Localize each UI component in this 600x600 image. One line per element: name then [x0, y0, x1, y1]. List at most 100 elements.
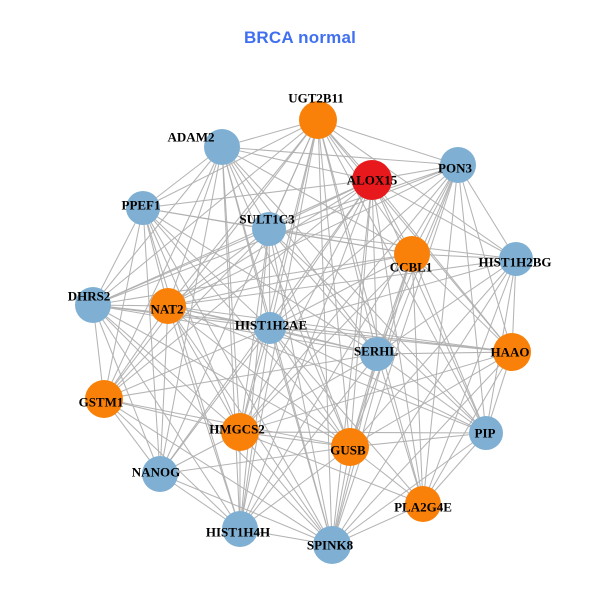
network-edge	[457, 164, 487, 434]
network-edge	[221, 146, 378, 355]
network-edge	[269, 327, 487, 434]
network-edge	[349, 432, 487, 448]
network-edge	[142, 207, 161, 475]
node-label: HMGCS2	[209, 422, 265, 437]
node-circle[interactable]	[313, 526, 351, 564]
network-edge	[92, 304, 351, 448]
network-edge	[376, 353, 487, 434]
network-node-ppef1[interactable]: PPEF1	[122, 191, 161, 225]
network-node-nanog[interactable]: NANOG	[132, 456, 180, 492]
network-node-gusb[interactable]: GUSB	[330, 428, 369, 466]
node-circle[interactable]	[469, 416, 503, 450]
network-edge	[92, 304, 241, 433]
network-edge	[92, 119, 319, 306]
network-node-hist1h2bg[interactable]: HIST1H2BG	[479, 242, 552, 276]
node-circle[interactable]	[126, 191, 160, 225]
network-edge	[159, 446, 351, 475]
network-edge	[167, 305, 351, 448]
network-edge	[269, 164, 459, 329]
node-circle[interactable]	[75, 287, 111, 323]
network-node-hmgcs2[interactable]: HMGCS2	[209, 413, 265, 451]
network-edge	[376, 351, 513, 355]
network-node-alox15[interactable]: ALOX15	[347, 160, 398, 200]
network-node-spink8[interactable]: SPINK8	[307, 526, 354, 564]
network-node-ugt2b11[interactable]: UGT2B11	[288, 91, 344, 140]
node-label: GSTM1	[79, 395, 124, 410]
network-edge	[422, 351, 513, 505]
node-circle[interactable]	[142, 456, 178, 492]
network-node-gstm1[interactable]: GSTM1	[79, 380, 124, 418]
node-circle[interactable]	[85, 380, 123, 418]
network-node-sult1c3[interactable]: SULT1C3	[239, 212, 295, 247]
network-node-haao[interactable]: HAAO	[491, 333, 532, 371]
network-edge	[167, 305, 487, 434]
network-edge	[349, 179, 373, 448]
network-edge	[349, 351, 513, 448]
node-circle[interactable]	[405, 486, 441, 522]
node-label: HIST1H2BG	[479, 255, 552, 270]
node-circle[interactable]	[352, 160, 392, 200]
network-node-serhl[interactable]: SERHL	[354, 337, 398, 371]
network-edge	[268, 228, 378, 355]
network-node-ccbl1[interactable]: CCBL1	[390, 236, 433, 275]
node-circle[interactable]	[499, 242, 533, 276]
network-edge	[371, 179, 424, 505]
network-node-dhrs2[interactable]: DHRS2	[68, 287, 111, 323]
network-edge	[221, 146, 373, 181]
network-edge	[167, 305, 241, 530]
network-edge	[331, 258, 517, 546]
network-edge	[411, 253, 424, 505]
network-edge	[92, 207, 144, 306]
network-edge	[422, 164, 459, 505]
network-edge	[239, 431, 333, 546]
network-edge	[92, 304, 378, 355]
node-circle[interactable]	[440, 147, 476, 183]
network-edge	[167, 305, 241, 433]
node-circle[interactable]	[150, 288, 186, 324]
node-label: HIST1H2AE	[235, 318, 307, 333]
network-edge	[167, 305, 513, 353]
network-node-adam2[interactable]: ADAM2	[168, 129, 240, 165]
network-edge	[269, 119, 319, 329]
network-node-pon3[interactable]: PON3	[438, 147, 476, 183]
network-node-hist1h4h[interactable]: HIST1H4H	[206, 511, 270, 547]
node-circle[interactable]	[254, 312, 286, 344]
node-circle[interactable]	[252, 212, 286, 246]
network-node-nat2[interactable]: NAT2	[150, 288, 186, 324]
network-edge	[349, 164, 459, 448]
network-edge	[142, 207, 271, 329]
page-title: BRCA normal	[243, 28, 357, 47]
node-label: NAT2	[151, 302, 184, 317]
network-edge	[457, 164, 517, 260]
network-edge	[239, 179, 373, 530]
network-edge	[376, 353, 424, 505]
network-edge	[317, 119, 487, 434]
network-edge	[239, 431, 424, 505]
node-circle[interactable]	[204, 129, 240, 165]
network-node-pla2g4e[interactable]: PLA2G4E	[394, 486, 452, 522]
network-edge	[103, 228, 270, 400]
network-node-hist1h2ae[interactable]: HIST1H2AE	[235, 312, 307, 344]
node-circle[interactable]	[221, 413, 259, 451]
node-circle[interactable]	[331, 428, 369, 466]
node-circle[interactable]	[222, 511, 258, 547]
node-circle[interactable]	[493, 333, 531, 371]
network-edge	[371, 179, 513, 353]
network-node-pip[interactable]: PIP	[469, 416, 503, 450]
network-edge	[422, 258, 517, 505]
network-edge	[103, 207, 144, 400]
network-edge	[317, 119, 517, 260]
node-label: PON3	[438, 161, 472, 176]
network-edge	[457, 164, 513, 353]
node-label: HAAO	[491, 345, 530, 360]
node-circle[interactable]	[299, 101, 337, 139]
node-circle[interactable]	[394, 236, 430, 272]
network-edge	[239, 228, 270, 530]
node-label: SULT1C3	[239, 212, 295, 227]
network-edge	[239, 351, 513, 433]
network-edge	[269, 327, 513, 353]
node-circle[interactable]	[360, 337, 394, 371]
network-edge	[92, 146, 223, 306]
